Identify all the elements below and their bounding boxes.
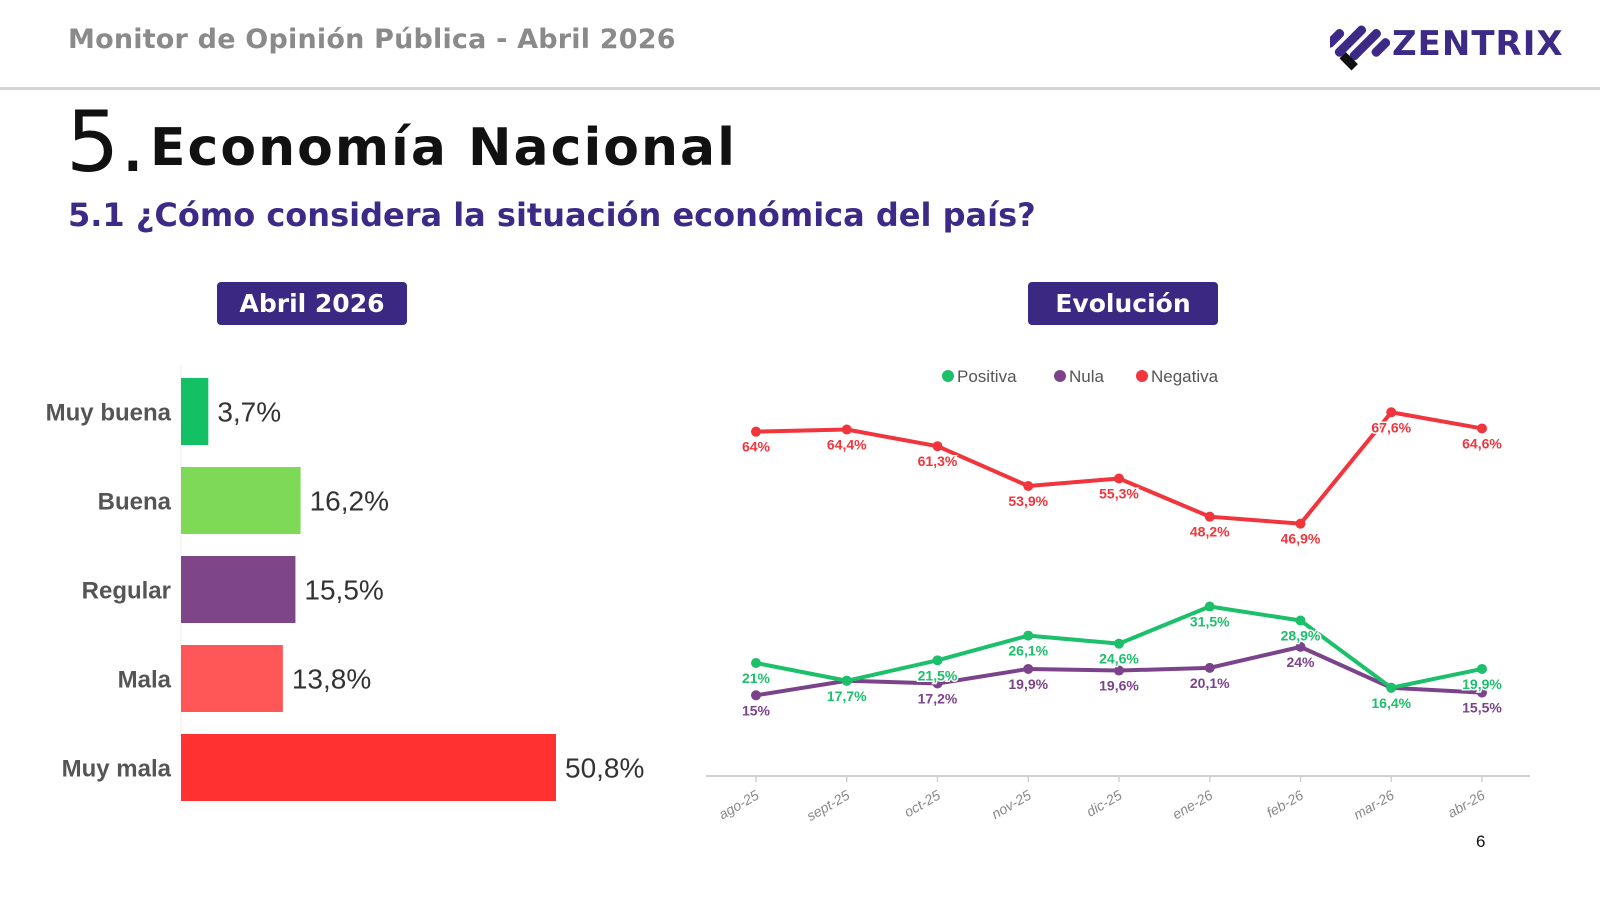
data-label: 61,3% bbox=[918, 453, 958, 469]
bar-category-label: Buena bbox=[98, 489, 172, 516]
logo-text: ZENTRIX bbox=[1392, 24, 1564, 64]
bar-buena bbox=[181, 467, 301, 534]
legend-item-positiva: Positiva bbox=[942, 367, 1017, 386]
section-title: Economía Nacional bbox=[150, 118, 737, 178]
series-positiva: 21% 17,7% 21,5% 26,1% 24,6% 31,5% 28,9% 16,4% 19… bbox=[740, 601, 1504, 712]
bar-category-label: Muy buena bbox=[46, 400, 172, 427]
data-point bbox=[932, 655, 943, 666]
data-point bbox=[1204, 662, 1215, 673]
data-point bbox=[932, 678, 943, 689]
header-title: Monitor de Opinión Pública - Abril 2026 bbox=[68, 24, 676, 55]
data-point bbox=[1114, 473, 1124, 484]
bar-muy-mala bbox=[181, 734, 556, 801]
data-point bbox=[1114, 665, 1124, 676]
current-period-badge: Abril 2026 bbox=[217, 282, 407, 325]
legend-marker-icon bbox=[942, 370, 954, 382]
x-tick-label: mar-26 bbox=[1351, 787, 1397, 823]
x-tick-label: ene-26 bbox=[1169, 787, 1215, 823]
data-label: 67,6% bbox=[1371, 419, 1411, 435]
header-divider bbox=[0, 87, 1600, 90]
data-label: 19,9% bbox=[1008, 676, 1048, 692]
data-label: 64% bbox=[742, 439, 771, 455]
data-point bbox=[1386, 682, 1397, 693]
x-tick-label: oct-25 bbox=[901, 787, 943, 820]
data-point bbox=[1114, 638, 1124, 649]
evolution-badge: Evolución bbox=[1028, 282, 1218, 325]
data-point bbox=[1023, 663, 1034, 674]
line-chart: Positiva Nula Negativa ago-25 sept-25 oct-25 n… bbox=[706, 367, 1530, 824]
data-label: 21,5% bbox=[918, 667, 958, 683]
legend-marker-icon bbox=[1136, 370, 1148, 382]
page-number: 6 bbox=[1476, 832, 1486, 851]
legend-label: Positiva bbox=[957, 367, 1017, 386]
data-label: 15% bbox=[742, 702, 771, 718]
x-tick-label: abr-26 bbox=[1445, 787, 1488, 821]
data-point bbox=[841, 424, 852, 435]
bar-regular bbox=[181, 556, 296, 623]
data-label: 46,9% bbox=[1281, 531, 1321, 547]
legend-label: Nula bbox=[1069, 367, 1105, 386]
data-point bbox=[1386, 407, 1397, 418]
data-point bbox=[1295, 518, 1306, 529]
data-point bbox=[1477, 663, 1487, 674]
data-label: 21% bbox=[742, 670, 771, 686]
bar-category-label: Mala bbox=[118, 667, 172, 694]
bar-value-label: 3,7% bbox=[217, 397, 281, 428]
question-title: 5.1 ¿Cómo considera la situación económi… bbox=[68, 196, 1036, 234]
data-label: 24% bbox=[1286, 654, 1315, 670]
section-number: 5. bbox=[66, 93, 147, 191]
x-tick-label: dic-25 bbox=[1083, 787, 1124, 820]
series-negativa: 64% 64,4% 61,3% 53,9% 55,3% 48,2% 46,9% 67,6% 64… bbox=[740, 407, 1504, 548]
bar-category-label: Muy mala bbox=[62, 756, 172, 783]
x-tick-label: nov-25 bbox=[989, 787, 1034, 822]
data-label: 17,2% bbox=[918, 690, 958, 706]
bar-mala bbox=[181, 645, 283, 712]
bar-value-label: 50,8% bbox=[565, 753, 644, 784]
legend-item-negativa: Negativa bbox=[1136, 367, 1219, 386]
data-label: 55,3% bbox=[1099, 485, 1139, 501]
data-label: 15,5% bbox=[1462, 700, 1502, 716]
data-label: 31,5% bbox=[1190, 614, 1230, 630]
bar-muy-buena bbox=[181, 378, 209, 445]
bar-chart: Muy buena 3,7% Buena 16,2% Regular 15,5% Mala 1… bbox=[46, 365, 644, 810]
data-label: 24,6% bbox=[1099, 651, 1139, 667]
data-point bbox=[1477, 423, 1487, 434]
bar-value-label: 13,8% bbox=[292, 664, 371, 695]
data-label: 17,7% bbox=[827, 688, 867, 704]
data-label: 26,1% bbox=[1008, 643, 1048, 659]
data-label: 64,4% bbox=[827, 437, 867, 453]
legend-item-nula: Nula bbox=[1054, 367, 1105, 386]
data-point bbox=[932, 441, 943, 452]
data-label: 48,2% bbox=[1190, 524, 1230, 540]
data-label: 28,9% bbox=[1281, 628, 1321, 644]
data-point bbox=[1477, 687, 1487, 698]
zentrix-logo-icon bbox=[1330, 25, 1390, 71]
data-point bbox=[1204, 511, 1215, 522]
brand-logo: ZENTRIX bbox=[1330, 10, 1590, 80]
data-point bbox=[1023, 630, 1034, 641]
data-point bbox=[751, 690, 761, 701]
legend-label: Negativa bbox=[1151, 367, 1219, 386]
x-tick-label: feb-26 bbox=[1264, 787, 1307, 821]
bar-category-label: Regular bbox=[82, 578, 171, 605]
data-label: 19,6% bbox=[1099, 678, 1139, 694]
data-label: 19,9% bbox=[1462, 676, 1502, 692]
data-point bbox=[751, 426, 761, 437]
x-tick-label: sept-25 bbox=[804, 787, 853, 824]
data-label: 16,4% bbox=[1371, 695, 1411, 711]
data-point bbox=[751, 658, 761, 669]
data-label: 53,9% bbox=[1008, 493, 1048, 509]
bar-value-label: 16,2% bbox=[310, 486, 389, 517]
data-label: 20,1% bbox=[1190, 675, 1230, 691]
data-point bbox=[1295, 615, 1306, 626]
data-point bbox=[1023, 481, 1034, 492]
data-point bbox=[841, 675, 852, 686]
data-point bbox=[1204, 601, 1215, 612]
legend-marker-icon bbox=[1054, 370, 1066, 382]
bar-value-label: 15,5% bbox=[304, 575, 383, 606]
data-point bbox=[1295, 641, 1306, 652]
data-label: 64,6% bbox=[1462, 435, 1502, 451]
x-tick-label: ago-25 bbox=[716, 787, 762, 823]
